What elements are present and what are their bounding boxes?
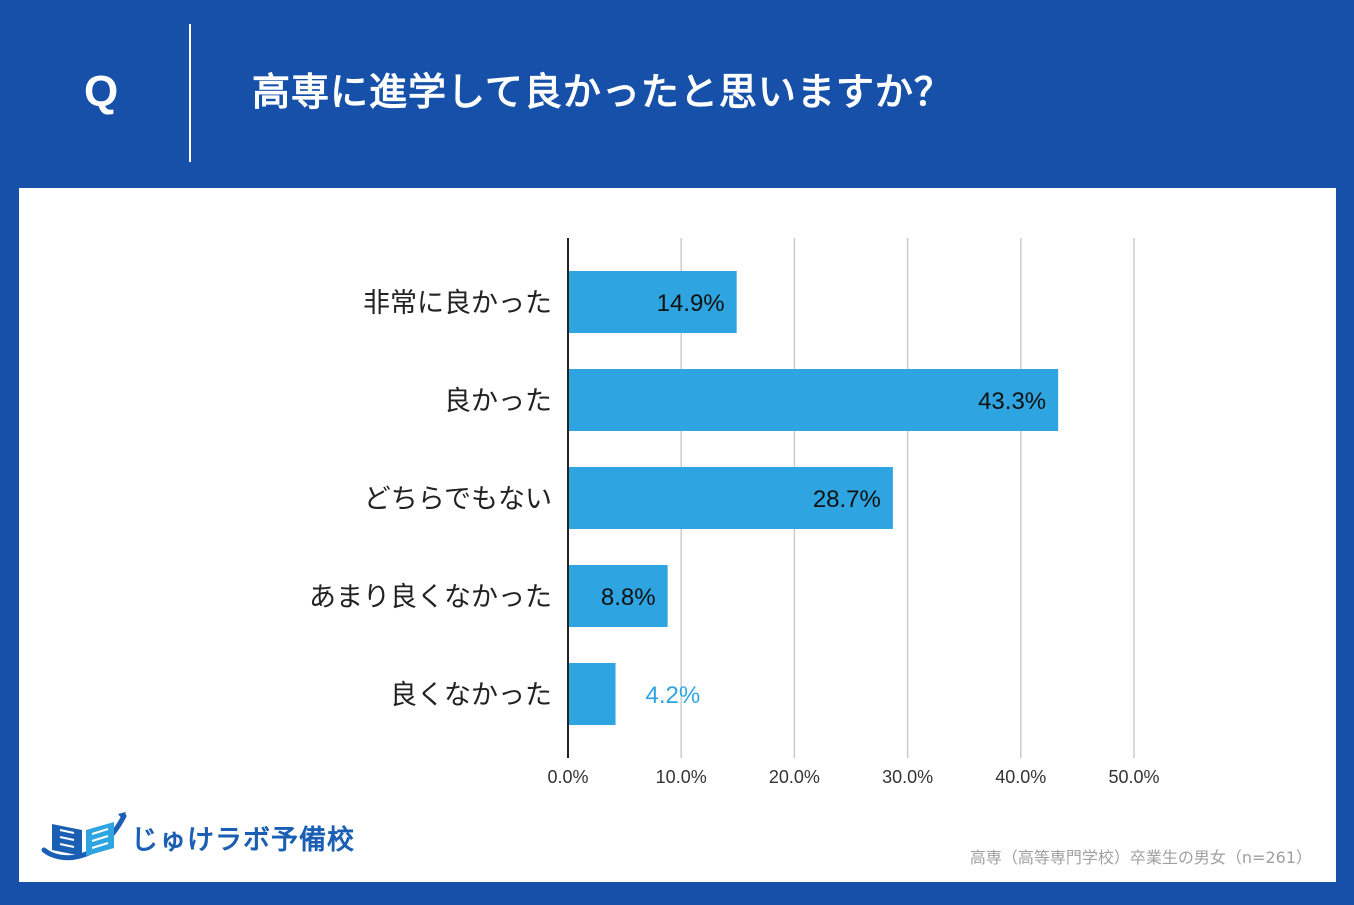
source-note: 高専（高等専門学校）卒業生の男女（n=261） [969,848,1312,867]
chart-panel: 0.0% 10.0% 20.0% 30.0% 40.0% 50.0% 非常に良かった 14.9… [19,188,1336,882]
data-label: 4.2% [646,682,701,709]
x-tick-label: 10.0% [656,767,707,787]
book-icon [41,812,127,861]
data-label: 14.9% [657,290,725,317]
category-label: 良かった [444,386,552,417]
x-tick-label: 20.0% [769,767,820,787]
x-tick-label: 50.0% [1108,767,1159,787]
logo: じゅけラボ予備校 [38,810,358,866]
bar [568,369,1059,431]
question-title: 高専に進学して良かったと思いますか？ [252,70,953,114]
bar [568,467,893,529]
category-label: 非常に良かった [363,288,552,319]
x-tick-label: 30.0% [882,767,933,787]
bar [568,565,668,627]
data-label: 43.3% [978,388,1046,415]
bar [568,663,616,725]
category-label: あまり良くなかった [309,582,552,613]
data-label: 28.7% [813,486,881,513]
x-tick-label: 40.0% [995,767,1046,787]
bar [568,271,737,333]
bar-chart: 0.0% 10.0% 20.0% 30.0% 40.0% 50.0% 非常に良かった 14.9… [309,238,1160,787]
q-mark: Q [84,67,119,116]
category-label: どちらでもない [364,484,552,515]
header: Q 高専に進学して良かったと思いますか？ [0,0,1354,188]
data-label: 8.8% [601,584,656,611]
category-label: 良くなかった [390,680,552,711]
logo-text: じゅけラボ予備校 [131,825,355,856]
header-divider [189,24,191,162]
x-tick-label: 0.0% [547,767,588,787]
